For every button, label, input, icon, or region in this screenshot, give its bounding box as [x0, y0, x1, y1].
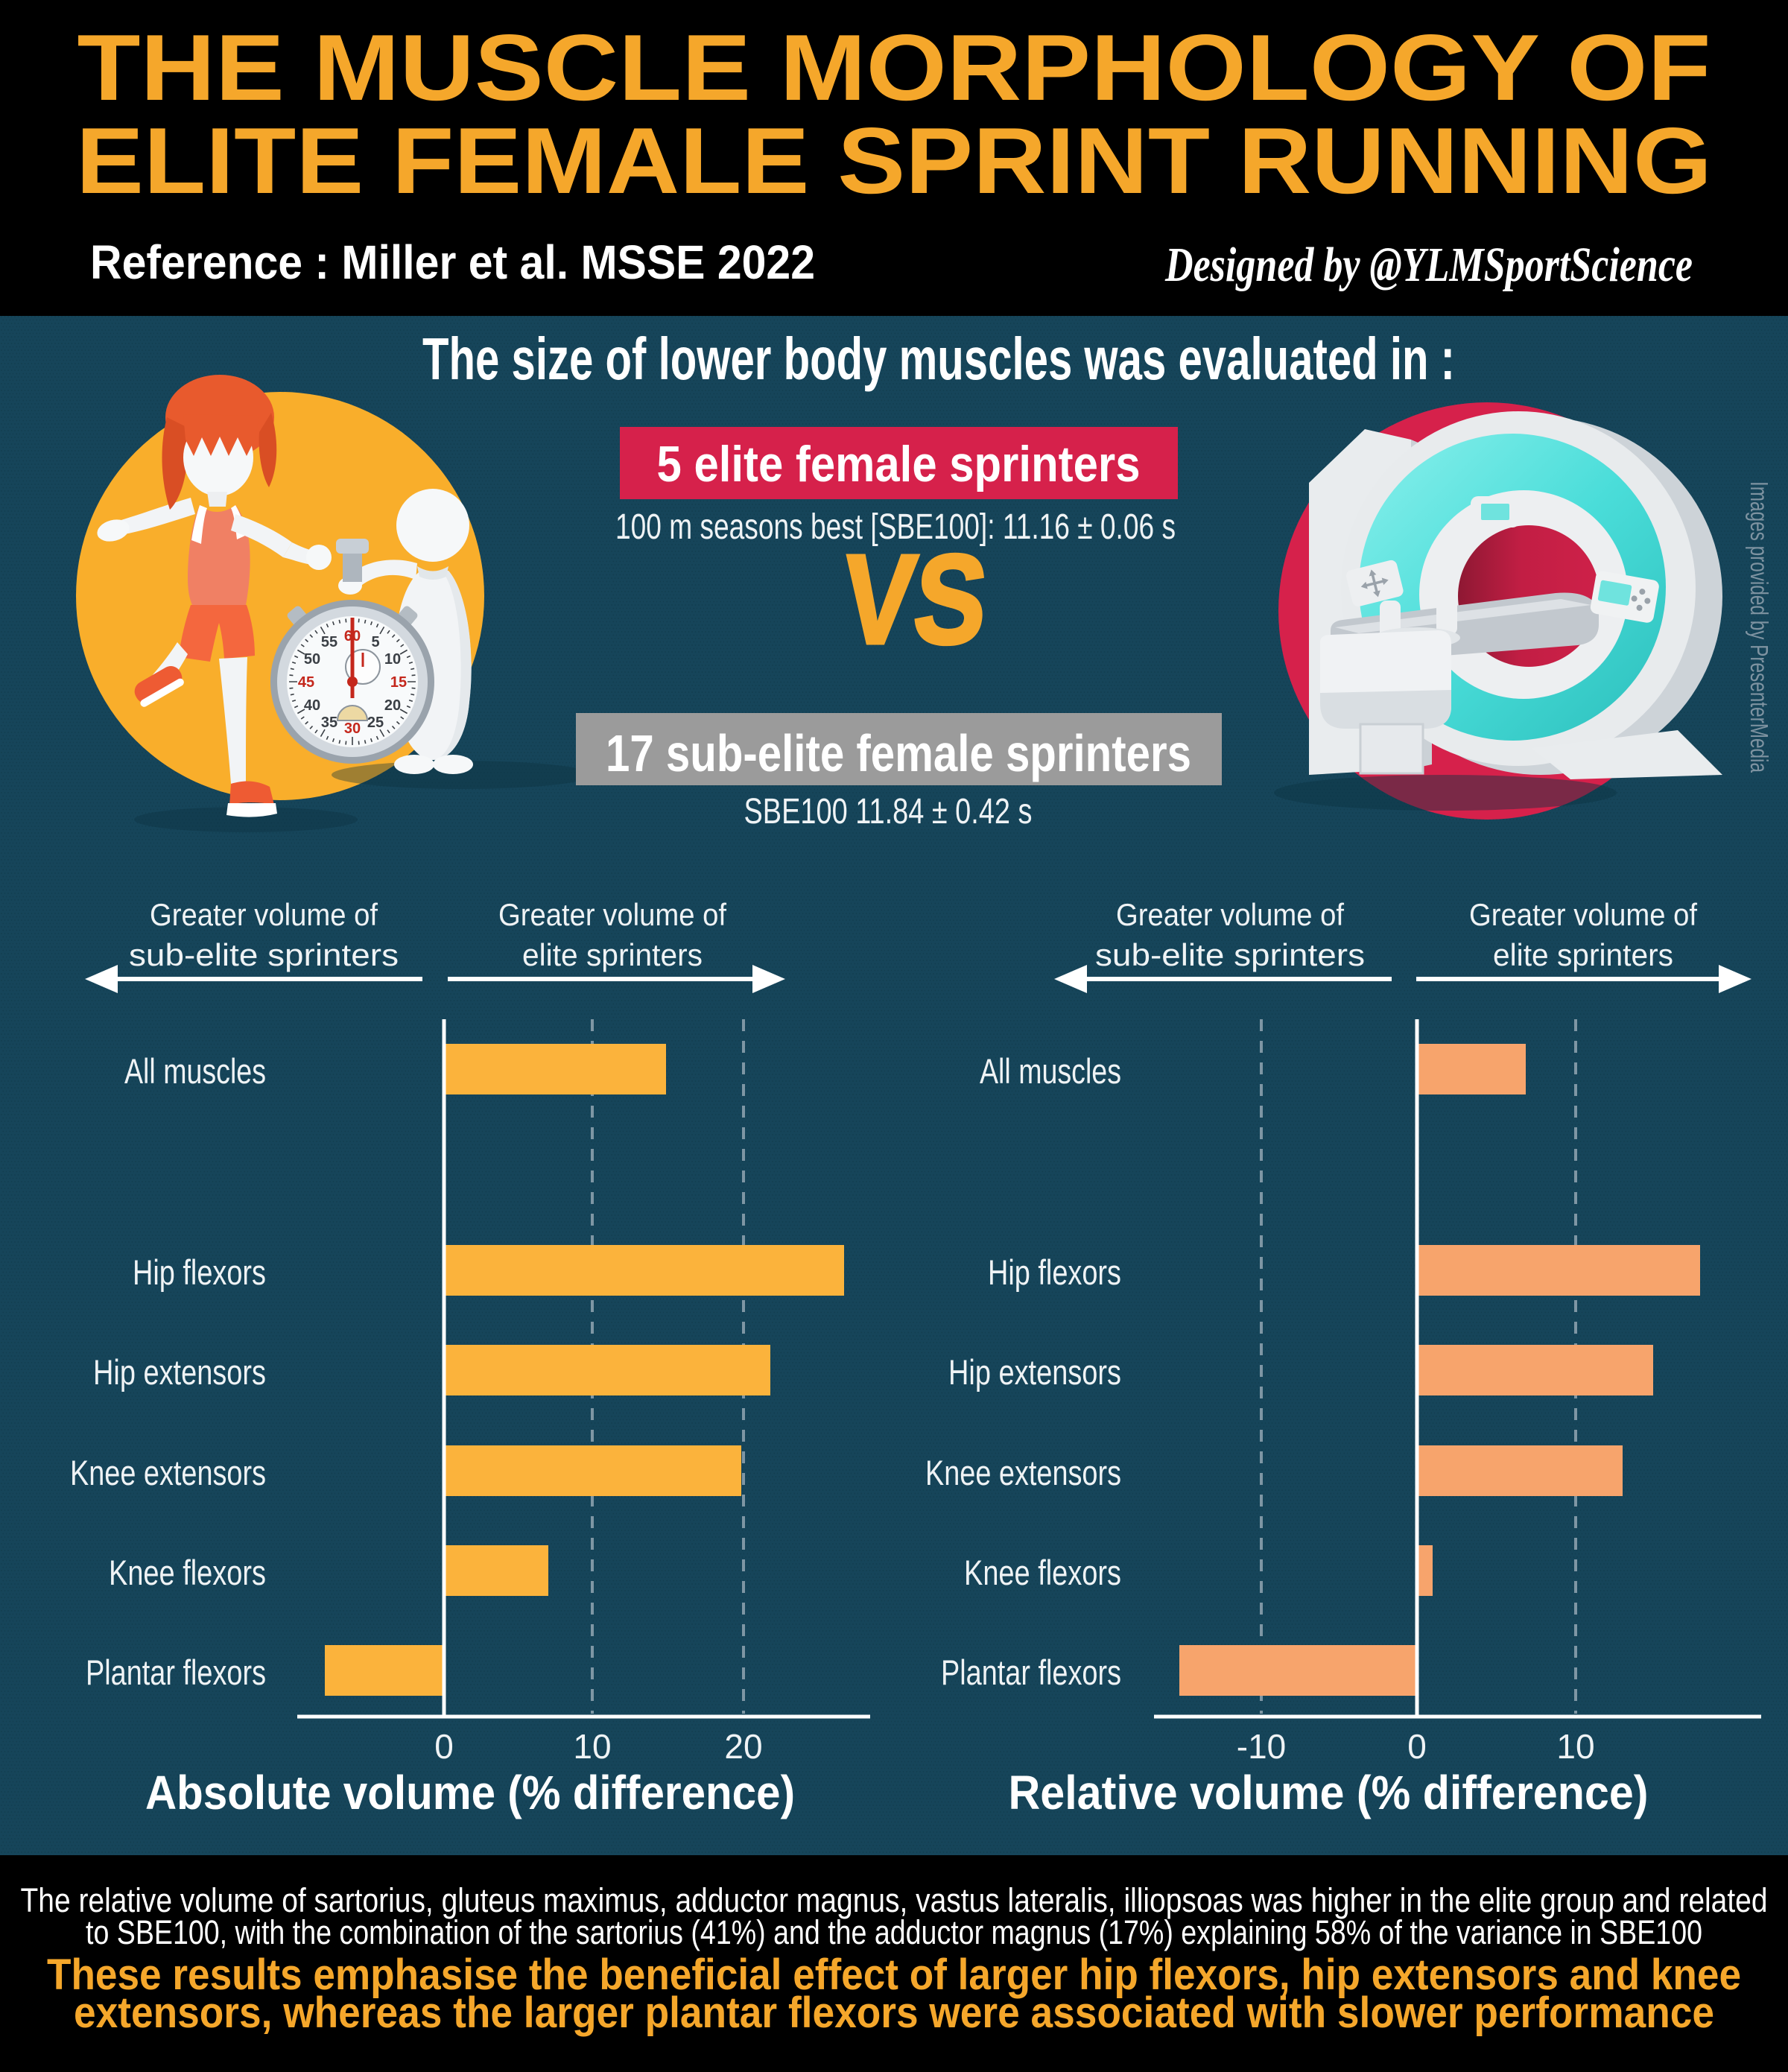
svg-text:Knee flexors: Knee flexors — [109, 1553, 266, 1592]
svg-text:50: 50 — [304, 651, 320, 668]
svg-text:Hip extensors: Hip extensors — [948, 1352, 1121, 1392]
svg-text:Reference : Miller et al. MSSE: Reference : Miller et al. MSSE 2022 — [90, 235, 815, 289]
svg-text:Designed by @YLMSportScience: Designed by @YLMSportScience — [1164, 238, 1693, 292]
svg-text:Greater volume of: Greater volume of — [498, 897, 726, 932]
svg-text:All muscles: All muscles — [124, 1051, 266, 1091]
svg-text:0: 0 — [1407, 1727, 1427, 1766]
svg-text:Knee flexors: Knee flexors — [964, 1553, 1121, 1592]
svg-text:Hip flexors: Hip flexors — [133, 1252, 266, 1292]
svg-text:Hip flexors: Hip flexors — [988, 1252, 1121, 1292]
svg-text:-10: -10 — [1237, 1727, 1286, 1766]
svg-text:35: 35 — [321, 715, 337, 731]
svg-text:30: 30 — [344, 720, 361, 737]
svg-text:100 m seasons best [SBE100]: 1: 100 m seasons best [SBE100]: 11.16 ± 0.0… — [615, 507, 1176, 547]
svg-text:25: 25 — [367, 715, 384, 731]
svg-text:SBE100 11.84 ± 0.42 s: SBE100 11.84 ± 0.42 s — [744, 792, 1033, 831]
svg-text:The relative volume of sartori: The relative volume of sartorius, gluteu… — [21, 1881, 1768, 1919]
svg-text:5 elite female sprinters: 5 elite female sprinters — [657, 436, 1141, 492]
svg-text:45: 45 — [298, 674, 314, 691]
svg-text:Greater volume of: Greater volume of — [150, 897, 378, 932]
svg-text:Hip extensors: Hip extensors — [93, 1352, 266, 1392]
svg-text:10: 10 — [1556, 1727, 1594, 1766]
svg-text:10: 10 — [573, 1727, 611, 1766]
svg-text:Relative volume (% difference): Relative volume (% difference) — [1009, 1766, 1649, 1819]
svg-text:10: 10 — [384, 651, 401, 668]
svg-text:elite sprinters: elite sprinters — [1493, 937, 1673, 972]
svg-text:17 sub-elite female sprinters: 17 sub-elite female sprinters — [606, 724, 1191, 782]
svg-text:0: 0 — [434, 1727, 454, 1766]
svg-text:Absolute volume (% difference): Absolute volume (% difference) — [145, 1766, 795, 1819]
svg-text:Images provided by PresenterMe: Images provided by PresenterMedia — [1746, 481, 1773, 773]
svg-text:These results emphasise the be: These results emphasise the beneficial e… — [47, 1951, 1741, 1999]
svg-text:Plantar flexors: Plantar flexors — [86, 1653, 266, 1692]
svg-text:20: 20 — [384, 697, 401, 714]
svg-text:sub-elite sprinters: sub-elite sprinters — [129, 937, 399, 972]
svg-text:20: 20 — [724, 1727, 762, 1766]
svg-text:5: 5 — [371, 634, 379, 650]
svg-text:Plantar flexors: Plantar flexors — [941, 1653, 1121, 1692]
svg-text:sub-elite sprinters: sub-elite sprinters — [1095, 937, 1365, 972]
svg-text:to SBE100, with the combinatio: to SBE100, with the combination of the s… — [86, 1913, 1702, 1951]
svg-text:Knee extensors: Knee extensors — [70, 1453, 266, 1492]
svg-text:40: 40 — [304, 697, 320, 714]
svg-text:extensors, whereas the larger: extensors, whereas the larger plantar fl… — [74, 1989, 1714, 2037]
svg-text:ELITE FEMALE SPRINT RUNNING: ELITE FEMALE SPRINT RUNNING — [76, 108, 1712, 213]
svg-text:The size of lower body muscles: The size of lower body muscles was evalu… — [422, 326, 1455, 392]
svg-text:55: 55 — [321, 634, 337, 650]
svg-text:Greater volume of: Greater volume of — [1469, 897, 1697, 932]
svg-text:Greater volume of: Greater volume of — [1116, 897, 1344, 932]
svg-text:VS: VS — [837, 529, 993, 671]
svg-text:15: 15 — [390, 674, 407, 691]
svg-text:All muscles: All muscles — [980, 1051, 1121, 1091]
svg-text:Knee extensors: Knee extensors — [925, 1453, 1121, 1492]
svg-text:elite sprinters: elite sprinters — [522, 937, 703, 972]
svg-text:THE MUSCLE MORPHOLOGY OF: THE MUSCLE MORPHOLOGY OF — [77, 15, 1711, 120]
